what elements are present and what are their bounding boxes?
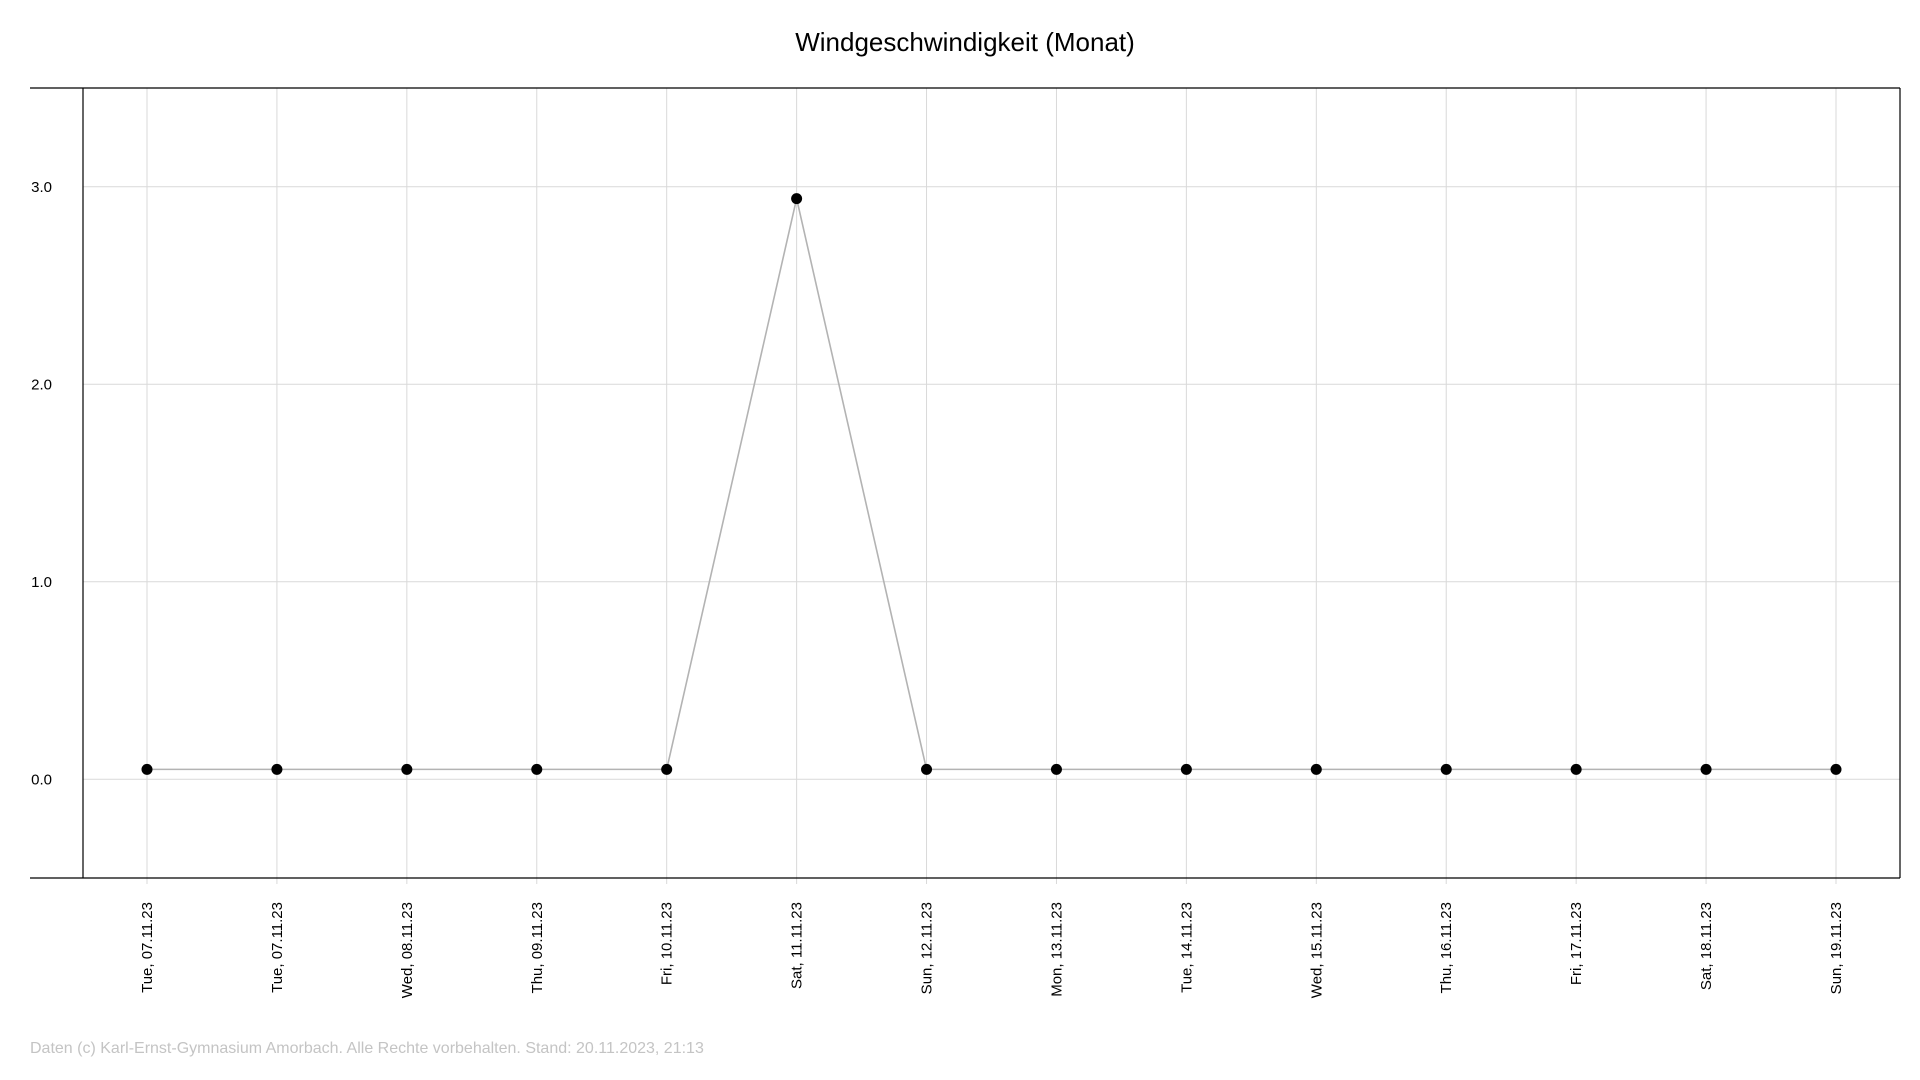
footer-copyright: Daten (c) Karl-Ernst-Gymnasium Amorbach.…	[30, 1040, 704, 1057]
chart-title: Windgeschwindigkeit (Monat)	[795, 27, 1135, 57]
x-tick-label: Tue, 07.11.23	[139, 902, 156, 993]
data-point	[1830, 763, 1842, 775]
series-group	[141, 193, 1842, 775]
data-point	[1570, 763, 1582, 775]
data-point	[531, 763, 543, 775]
data-point	[1180, 763, 1192, 775]
x-tick-label: Thu, 16.11.23	[1438, 902, 1455, 993]
data-point	[1310, 763, 1322, 775]
x-tick-label: Tue, 14.11.23	[1178, 902, 1195, 993]
data-point	[661, 763, 673, 775]
y-tick-label: 2.0	[31, 376, 52, 393]
x-tick-label: Sun, 19.11.23	[1828, 902, 1845, 994]
data-point	[921, 763, 933, 775]
x-tick-label: Sat, 18.11.23	[1698, 902, 1715, 990]
data-point	[1050, 763, 1062, 775]
x-tick-label: Mon, 13.11.23	[1048, 902, 1065, 997]
data-point	[271, 763, 283, 775]
x-tick-label: Fri, 17.11.23	[1568, 902, 1585, 985]
axes	[30, 87, 1901, 879]
x-tick-label: Wed, 08.11.23	[399, 902, 416, 998]
y-tick-labels: 0.0 1.0 2.0 3.0	[31, 179, 52, 789]
data-point	[141, 763, 153, 775]
data-point	[791, 193, 803, 205]
x-tick-label: Sun, 12.11.23	[919, 902, 936, 994]
x-tick-labels: Tue, 07.11.23 Tue, 07.11.23 Wed, 08.11.23 T…	[139, 902, 1845, 998]
grid	[83, 88, 1900, 884]
x-tick-label: Fri, 10.11.23	[659, 902, 676, 985]
data-point	[401, 763, 413, 775]
data-point	[1440, 763, 1452, 775]
x-tick-label: Sat, 11.11.23	[789, 902, 806, 989]
data-point	[1700, 763, 1712, 775]
y-tick-label: 3.0	[31, 179, 52, 196]
series-line	[147, 198, 1836, 771]
y-tick-label: 1.0	[31, 574, 52, 591]
x-tick-label: Thu, 09.11.23	[529, 902, 546, 993]
x-tick-label: Tue, 07.11.23	[269, 902, 286, 993]
y-tick-label: 0.0	[31, 771, 52, 788]
x-tick-label: Wed, 15.11.23	[1308, 902, 1325, 998]
